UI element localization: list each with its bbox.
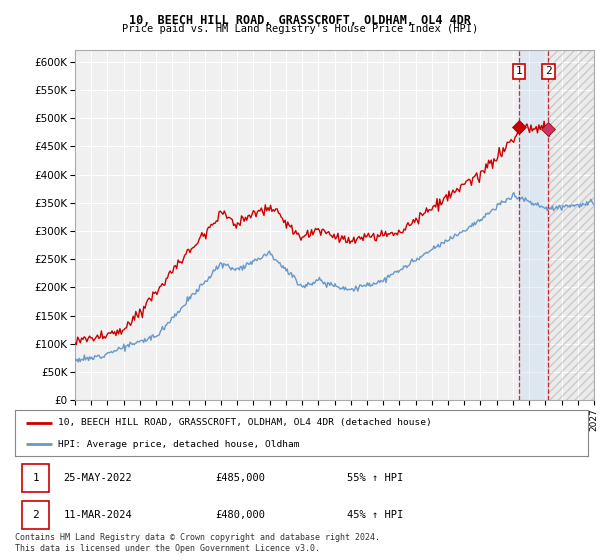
FancyBboxPatch shape bbox=[22, 464, 49, 492]
Bar bbox=[548, 50, 594, 400]
FancyBboxPatch shape bbox=[22, 501, 49, 529]
Text: 10, BEECH HILL ROAD, GRASSCROFT, OLDHAM, OL4 4DR: 10, BEECH HILL ROAD, GRASSCROFT, OLDHAM,… bbox=[129, 14, 471, 27]
Text: 45% ↑ HPI: 45% ↑ HPI bbox=[347, 510, 404, 520]
Bar bbox=[548, 50, 594, 400]
Text: 55% ↑ HPI: 55% ↑ HPI bbox=[347, 473, 404, 483]
Text: 1: 1 bbox=[515, 67, 523, 76]
Text: Price paid vs. HM Land Registry's House Price Index (HPI): Price paid vs. HM Land Registry's House … bbox=[122, 24, 478, 34]
Text: 11-MAR-2024: 11-MAR-2024 bbox=[64, 510, 133, 520]
Text: 2: 2 bbox=[32, 510, 39, 520]
Text: HPI: Average price, detached house, Oldham: HPI: Average price, detached house, Oldh… bbox=[58, 440, 299, 449]
Text: 10, BEECH HILL ROAD, GRASSCROFT, OLDHAM, OL4 4DR (detached house): 10, BEECH HILL ROAD, GRASSCROFT, OLDHAM,… bbox=[58, 418, 432, 427]
Bar bbox=[519, 50, 548, 400]
Text: Contains HM Land Registry data © Crown copyright and database right 2024.
This d: Contains HM Land Registry data © Crown c… bbox=[15, 533, 380, 553]
Text: £480,000: £480,000 bbox=[215, 510, 266, 520]
Text: 1: 1 bbox=[32, 473, 39, 483]
Text: £485,000: £485,000 bbox=[215, 473, 266, 483]
Text: 25-MAY-2022: 25-MAY-2022 bbox=[64, 473, 133, 483]
Text: 2: 2 bbox=[545, 67, 552, 76]
